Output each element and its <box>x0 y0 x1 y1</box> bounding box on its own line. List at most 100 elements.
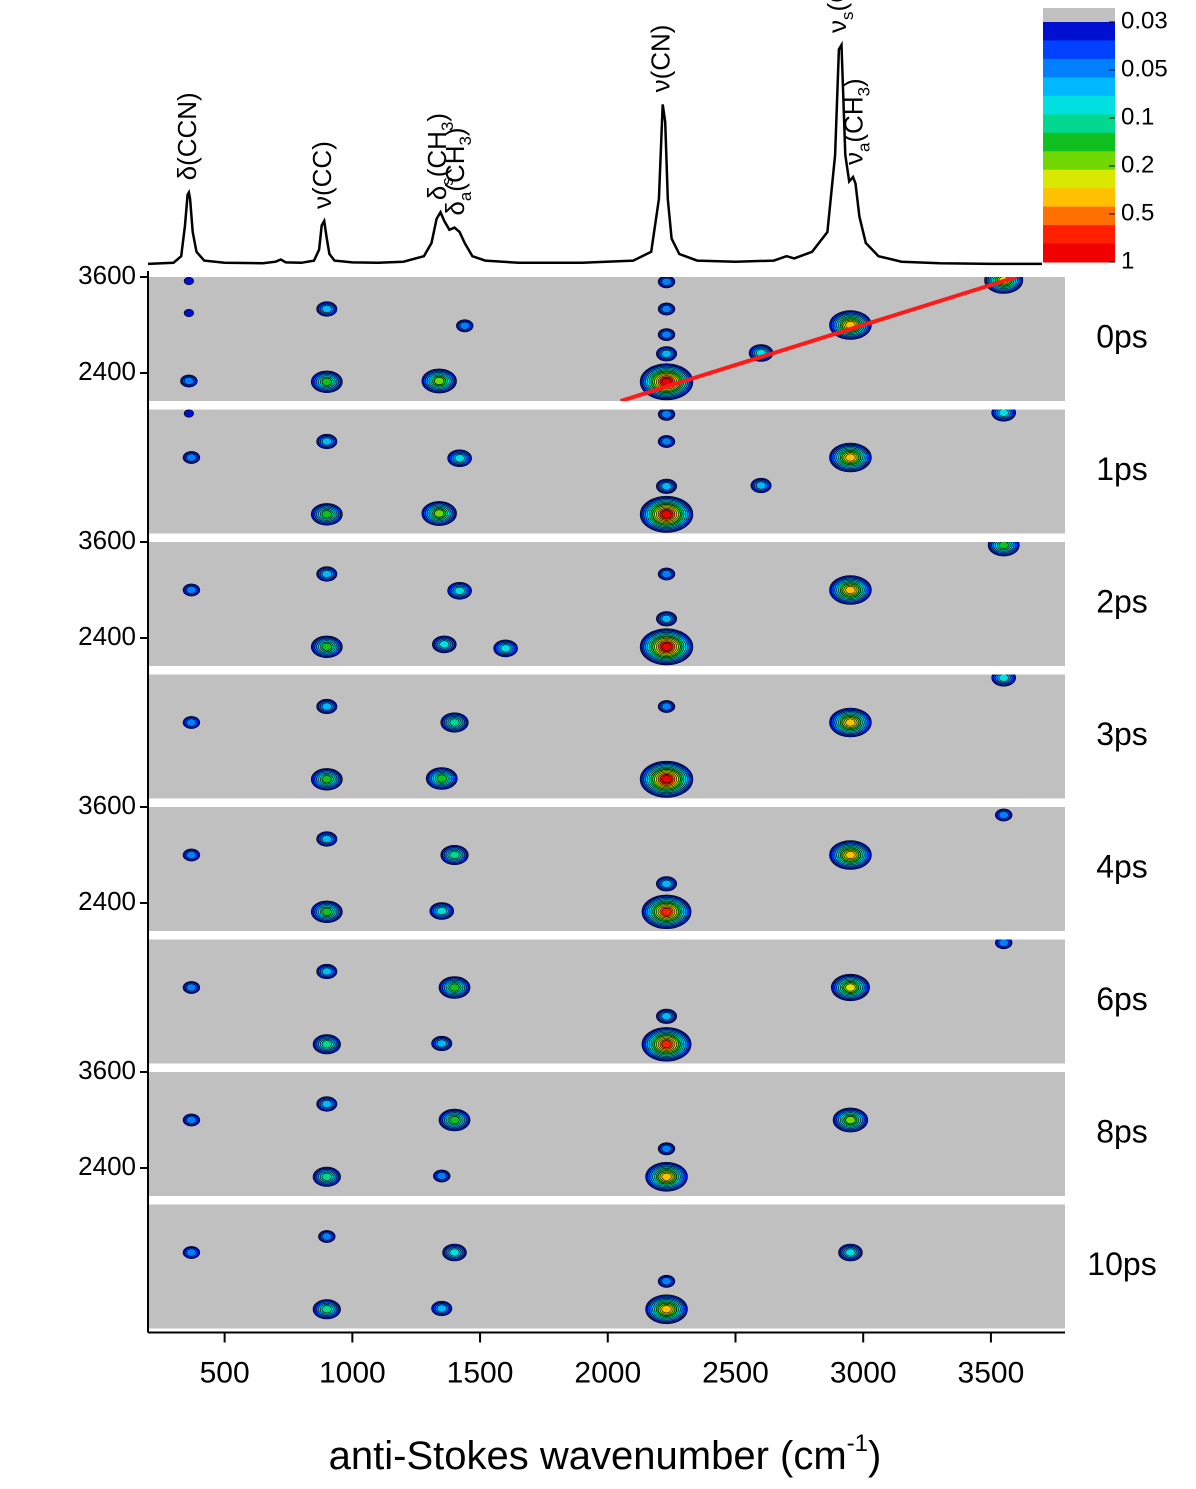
contour-level <box>845 1248 856 1257</box>
contour-level <box>661 642 672 651</box>
contour-level <box>845 983 856 992</box>
contour-level <box>186 1248 197 1257</box>
contour-spot <box>440 844 469 865</box>
contour-level <box>321 1232 332 1241</box>
contour-spot <box>433 1169 451 1183</box>
text-run: 3 <box>855 87 874 96</box>
y-tick-label: 2400 <box>78 886 136 916</box>
contour-spot <box>316 433 338 450</box>
contour-level <box>321 907 332 916</box>
contour-spot <box>429 902 455 920</box>
contour-level <box>998 542 1009 550</box>
contour-spot <box>991 674 1016 687</box>
contour-level <box>321 1172 332 1181</box>
contour-spot <box>316 963 338 980</box>
x-tick-label: 3500 <box>958 1356 1025 1389</box>
colorbar-band <box>1043 188 1115 208</box>
text-run: ) <box>868 1434 881 1478</box>
x-tick-label: 1000 <box>319 1356 386 1389</box>
x-tick-label: 500 <box>200 1356 250 1389</box>
contour-spot <box>657 700 676 713</box>
contour-spot <box>183 409 194 418</box>
panel-background <box>148 409 1065 534</box>
contour-level <box>449 850 460 859</box>
contour-level <box>436 906 447 915</box>
contour-level <box>998 810 1009 819</box>
contour-level <box>661 349 672 358</box>
contour-level <box>755 481 767 490</box>
x-tick-label: 1500 <box>447 1356 514 1389</box>
contour-spot <box>182 583 201 597</box>
contour-spot <box>431 1035 453 1052</box>
contour-level <box>661 879 672 888</box>
colorbar-band <box>1043 58 1115 78</box>
contour-level <box>186 718 197 727</box>
contour-level <box>183 308 194 317</box>
contour-spot <box>310 635 343 658</box>
contour-spot <box>182 1113 201 1127</box>
contour-spot <box>994 808 1013 822</box>
panel-background <box>148 277 1065 401</box>
contour-level <box>661 614 672 623</box>
panel-background <box>148 674 1065 799</box>
contour-spot <box>639 495 694 533</box>
contour-level <box>449 983 460 992</box>
peak-label: ν(CC) <box>307 141 337 209</box>
contour-level <box>434 376 445 385</box>
peak-label: δ(CCN) <box>172 92 202 180</box>
contour-level <box>183 277 194 285</box>
colorbar-band <box>1043 114 1115 134</box>
contour-spot <box>829 575 872 605</box>
contour-spot <box>656 876 678 892</box>
contour-spot <box>182 1246 201 1259</box>
contour-spot <box>657 1142 676 1156</box>
text-run: (CH <box>440 145 470 191</box>
x-tick-label: 2000 <box>574 1356 641 1389</box>
colorbar-band <box>1043 151 1115 171</box>
contour-spot <box>183 277 194 285</box>
contour-level <box>661 482 672 491</box>
colorbar-tick-label: 0.05 <box>1121 55 1168 82</box>
text-run: (CH <box>422 131 452 177</box>
text-run: ν(CN) <box>646 25 676 93</box>
contour-level <box>321 1305 332 1314</box>
contour-spot <box>312 1034 341 1055</box>
contour-spot <box>180 374 198 388</box>
contour-level <box>661 1277 672 1286</box>
text-run: ) <box>838 78 868 87</box>
contour-level <box>436 774 447 783</box>
colorbar-band <box>1043 22 1115 41</box>
contour-spot <box>456 319 474 333</box>
contour-level <box>845 453 856 462</box>
contour-level <box>321 967 332 976</box>
contour-spot <box>447 449 472 468</box>
contour-spot <box>838 1243 863 1262</box>
contour-spot <box>438 976 471 999</box>
colorbar-tick-label: 0.1 <box>1121 103 1154 130</box>
contour-spot <box>657 435 676 448</box>
peak-label: δs(CH3) <box>422 113 457 200</box>
text-run: δ(CCN) <box>172 92 202 180</box>
x-tick-label: 2500 <box>702 1356 769 1389</box>
contour-level <box>661 1305 672 1314</box>
colorbar-tick-label: 0.03 <box>1121 7 1168 34</box>
text-run: (CH <box>838 96 868 142</box>
contour-spot <box>421 368 457 394</box>
contour-level <box>661 277 672 286</box>
contour-spot <box>182 981 201 994</box>
contour-level <box>434 509 445 518</box>
contour-spot <box>431 1300 453 1317</box>
contour-level <box>186 850 197 859</box>
colorbar-band <box>1043 243 1115 263</box>
panel-background <box>148 1204 1065 1329</box>
diagonal-line <box>619 277 1018 401</box>
contour-spot <box>316 698 338 715</box>
contour-level <box>321 702 332 711</box>
panel-marks <box>182 1230 863 1325</box>
text-run: δ <box>440 201 470 215</box>
contour-spot <box>832 1107 869 1133</box>
spectrum-line <box>147 40 1042 266</box>
y-tick-label: 2400 <box>78 621 136 651</box>
text-run: 3 <box>456 136 475 145</box>
contour-level <box>321 377 332 386</box>
